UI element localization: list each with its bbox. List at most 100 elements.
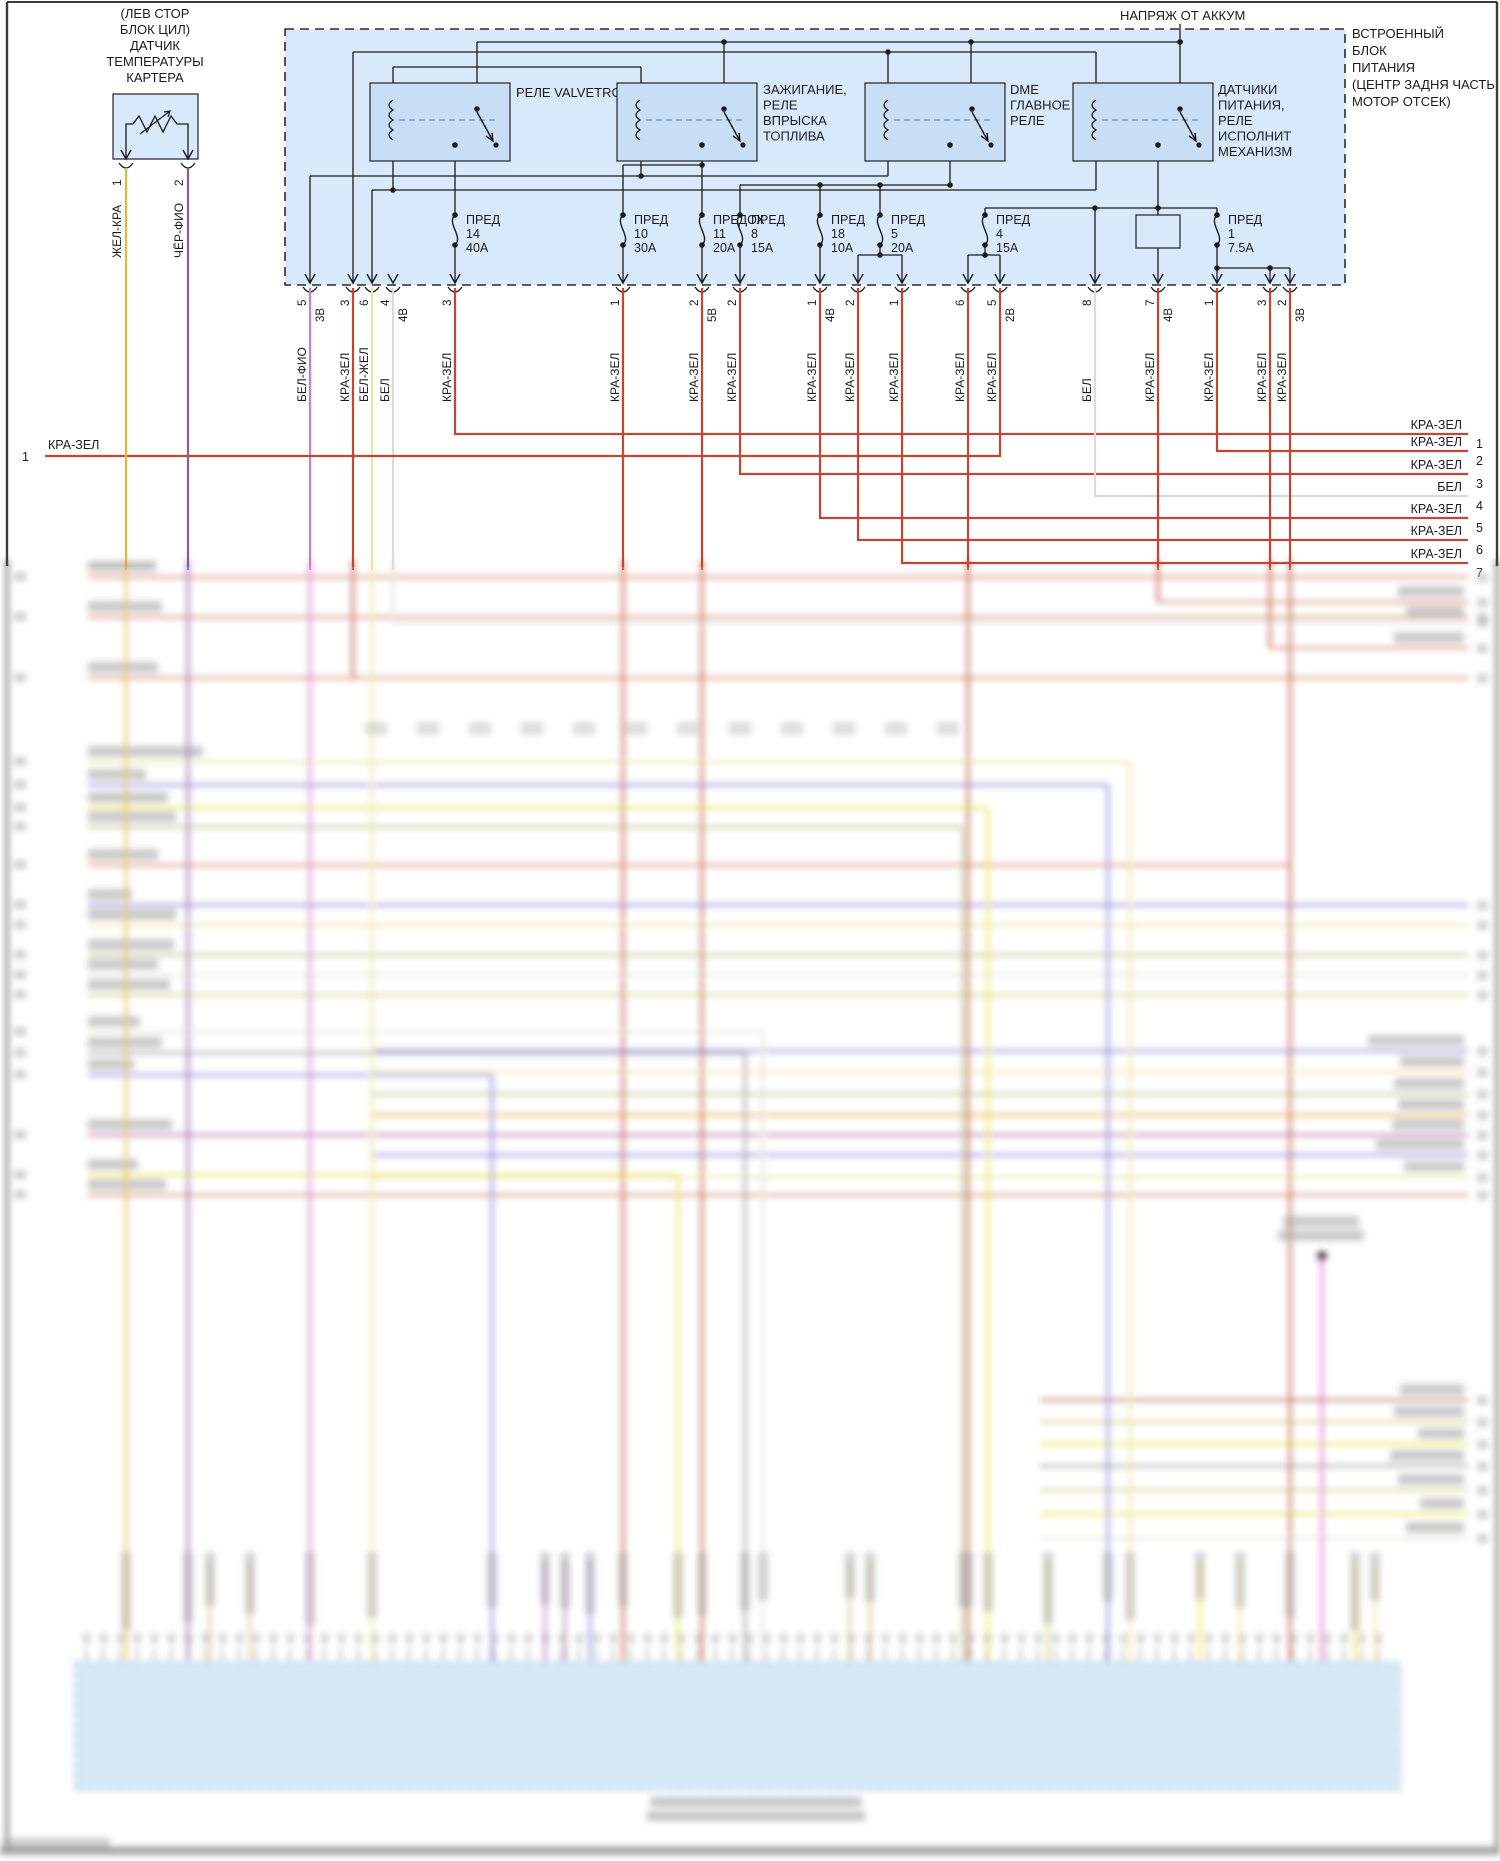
exit-wire xyxy=(1215,288,1468,453)
illegible-text-blob xyxy=(457,1633,464,1644)
illegible-text-blob xyxy=(521,722,543,735)
pin-number: 1 xyxy=(1204,300,1216,306)
illegible-text-blob xyxy=(625,722,647,735)
illegible-text-blob xyxy=(1239,1633,1246,1644)
feed-wire-number: 3 xyxy=(1476,477,1483,491)
fuse-label: 30А xyxy=(634,241,657,255)
junction-dot xyxy=(969,106,975,112)
illegible-text-blob xyxy=(508,1633,515,1644)
fuse-label: 15А xyxy=(996,241,1019,255)
illegible-text-blob xyxy=(1477,598,1488,607)
illegible-text-blob xyxy=(14,803,26,812)
arrow-icon xyxy=(449,273,461,285)
pin-number: 6 xyxy=(955,300,967,306)
feed-wire-label: КРА-ЗЕЛ xyxy=(1411,524,1462,538)
illegible-text-blob xyxy=(885,722,907,735)
exit-wire xyxy=(856,288,1468,542)
illegible-text-blob xyxy=(618,1552,628,1607)
connector-code: 3В xyxy=(315,308,327,322)
illegible-text-blob xyxy=(814,1633,821,1644)
illegible-text-blob xyxy=(185,1633,192,1644)
arrow-icon xyxy=(814,273,826,285)
resistor-zigzag-icon xyxy=(132,114,181,134)
relay-label: DME xyxy=(1010,82,1039,97)
junction-dot xyxy=(982,252,988,258)
junction-dot xyxy=(452,142,458,148)
illegible-text-blob xyxy=(644,1633,651,1644)
illegible-text-blob xyxy=(1375,1633,1382,1644)
illegible-text-blob xyxy=(1477,618,1488,627)
wire-color-label: КРА-ЗЕЛ xyxy=(985,353,999,402)
illegible-text-blob xyxy=(88,959,158,970)
illegible-text-blob xyxy=(1406,606,1464,617)
pin-number: 2 xyxy=(1277,300,1289,306)
illegible-text-blob xyxy=(1418,1428,1464,1439)
illegible-text-blob xyxy=(1477,1151,1488,1160)
exit-wire xyxy=(1093,288,1468,498)
junction-dot xyxy=(947,142,953,148)
junction-dot xyxy=(1177,39,1183,45)
illegible-text-blob xyxy=(88,1119,172,1130)
illegible-text-blob xyxy=(678,1633,685,1644)
junction-dot xyxy=(968,39,974,45)
illegible-text-blob xyxy=(585,1552,595,1614)
fuse-label: 10 xyxy=(634,227,648,241)
illegible-text-blob xyxy=(202,1633,209,1644)
illegible-text-blob xyxy=(305,1552,315,1626)
illegible-text-blob xyxy=(134,1633,141,1644)
illegible-text-blob xyxy=(100,1633,107,1644)
junction-dot xyxy=(390,187,396,193)
wire-color-label: КРА-ЗЕЛ xyxy=(687,353,701,402)
wire-color-label: КРА-ЗЕЛ xyxy=(608,353,622,402)
relay-label: РЕЛЕ xyxy=(1218,113,1253,128)
junction-dot xyxy=(474,106,480,112)
illegible-text-blob xyxy=(14,1130,26,1139)
illegible-text-blob xyxy=(573,722,595,735)
fuse-label: 11 xyxy=(713,227,726,241)
relay-blade-arrow-icon xyxy=(980,132,989,143)
illegible-text-blob xyxy=(1341,1633,1348,1644)
feed-wire-number: 1 xyxy=(1476,437,1483,451)
arrow-icon xyxy=(1211,273,1223,285)
wire-color-label: БЕЛ-ЖЕЛ xyxy=(357,347,371,402)
illegible-text-blob xyxy=(1477,1173,1488,1182)
fuse-label: 15А xyxy=(751,241,774,255)
fuse-label: 20А xyxy=(891,241,914,255)
illegible-text-blob xyxy=(14,612,26,621)
fuse-label: 4 xyxy=(996,227,1003,241)
illegible-text-blob xyxy=(833,722,855,735)
junction-dot xyxy=(1196,142,1202,148)
illegible-text-blob xyxy=(372,1633,379,1644)
junction-dot xyxy=(817,182,823,188)
junction-dot xyxy=(721,39,727,45)
illegible-text-blob xyxy=(14,780,26,789)
relay-label: РЕЛЕ VALVETRONIC xyxy=(516,85,644,100)
illegible-text-blob xyxy=(763,1633,770,1644)
wire-color-label: КРА-ЗЕЛ xyxy=(725,353,739,402)
illegible-text-blob xyxy=(14,1027,26,1036)
illegible-text-blob xyxy=(1477,1131,1488,1140)
illegible-text-blob xyxy=(88,561,156,572)
illegible-text-blob xyxy=(937,722,959,735)
illegible-text-blob xyxy=(673,1552,683,1618)
relay-coil-icon xyxy=(635,99,642,141)
connector-bracket-icon xyxy=(180,162,196,169)
illegible-text-blob xyxy=(1477,1068,1488,1077)
wire-color-label: КРА-ЗЕЛ xyxy=(440,353,454,402)
relay-label: ЗАЖИГАНИЕ, xyxy=(763,82,847,97)
illegible-text-blob xyxy=(1406,1522,1464,1533)
arrow-icon xyxy=(1264,273,1276,285)
connector-code: 4В xyxy=(825,308,837,322)
relay-blade-arrow-icon xyxy=(485,132,494,143)
fuse-label: 7.5А xyxy=(1228,241,1254,255)
junction-dot xyxy=(699,142,705,148)
illegible-text-blob xyxy=(1370,1552,1380,1601)
illegible-text-blob xyxy=(781,722,803,735)
junction-dot xyxy=(1214,265,1220,271)
illegible-text-blob xyxy=(1477,921,1488,930)
illegible-text-blob xyxy=(88,939,174,950)
illegible-text-blob xyxy=(88,979,170,990)
relay-switch-blade xyxy=(971,111,989,142)
illegible-text-blob xyxy=(729,722,751,735)
fuse-icon xyxy=(736,214,744,246)
